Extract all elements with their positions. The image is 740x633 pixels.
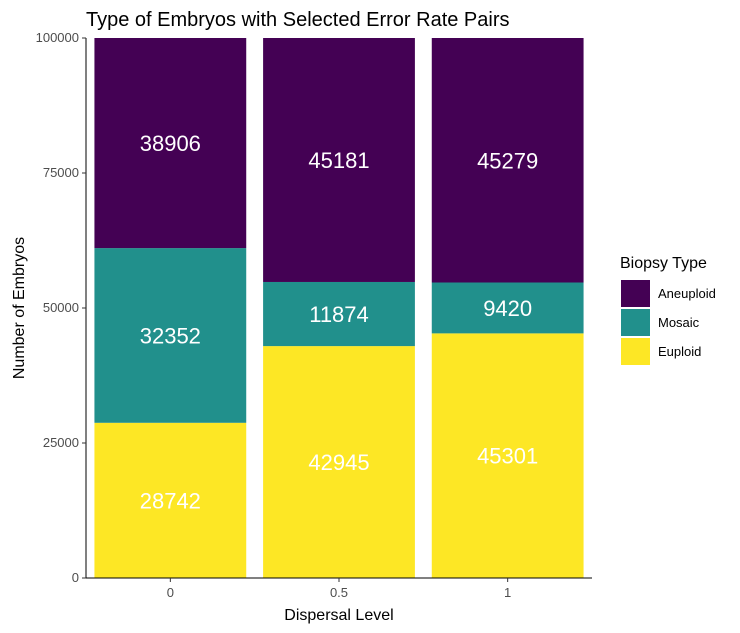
bar-aneuploid-0 — [94, 38, 247, 249]
x-tick-label: 0 — [167, 585, 174, 600]
data-label-mosaic-1: 9420 — [483, 296, 532, 321]
legend-label-mosaic: Mosaic — [658, 315, 700, 330]
data-label-aneuploid-0: 38906 — [140, 131, 201, 156]
bar-mosaic-0_5 — [263, 281, 415, 347]
x-axis-title: Dispersal Level — [284, 607, 393, 624]
bar-aneuploid-1 — [431, 38, 584, 283]
data-label-aneuploid-0_5: 45181 — [308, 148, 369, 173]
y-tick-label: 75000 — [43, 165, 79, 180]
legend-label-euploid: Euploid — [658, 344, 701, 359]
chart-title: Type of Embryos with Selected Error Rate… — [86, 9, 510, 31]
legend-swatch-aneuploid — [621, 280, 650, 307]
bar-aneuploid-0_5 — [263, 38, 415, 282]
x-axis-ticks: 0 0.5 1 — [167, 578, 511, 600]
y-tick-label: 100000 — [36, 30, 79, 45]
data-label-euploid-0: 28742 — [140, 488, 201, 513]
bar-mosaic-0 — [94, 248, 247, 423]
x-tick-label: 0.5 — [330, 585, 348, 600]
plot-area: 28742 32352 38906 42945 11874 45181 45301 9420 4… — [94, 38, 584, 578]
data-label-aneuploid-1: 45279 — [477, 148, 538, 173]
y-tick-label: 25000 — [43, 435, 79, 450]
data-label-mosaic-0_5: 11874 — [309, 302, 369, 327]
y-axis-title: Number of Embryos — [11, 237, 28, 379]
legend-swatch-euploid — [621, 338, 650, 365]
bar-euploid-1 — [431, 333, 584, 578]
legend-swatch-mosaic — [621, 309, 650, 336]
y-axis-ticks: 0 25000 50000 75000 100000 — [36, 30, 86, 585]
data-label-euploid-0_5: 42945 — [308, 450, 369, 475]
data-label-mosaic-0: 32352 — [140, 323, 201, 348]
bar-euploid-0 — [94, 422, 247, 578]
y-tick-label: 0 — [72, 570, 79, 585]
bar-mosaic-1 — [431, 282, 584, 334]
x-tick-label: 1 — [504, 585, 511, 600]
bar-euploid-0_5 — [263, 346, 415, 578]
legend-title: Biopsy Type — [620, 255, 707, 272]
legend: Biopsy Type Aneuploid Mosaic Euploid — [620, 255, 716, 365]
legend-label-aneuploid: Aneuploid — [658, 286, 716, 301]
data-label-euploid-1: 45301 — [477, 444, 538, 469]
y-tick-label: 50000 — [43, 300, 79, 315]
